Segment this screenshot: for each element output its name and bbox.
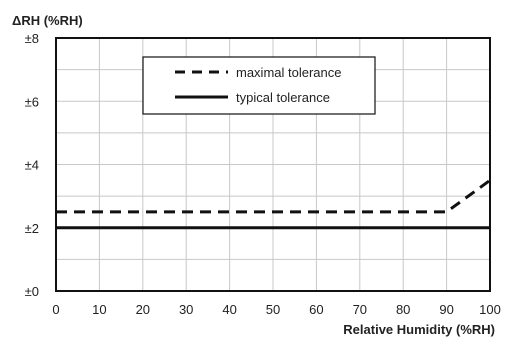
y-axis-title: ΔRH (%RH) <box>12 13 83 28</box>
x-tick-label: 100 <box>479 302 501 317</box>
x-tick-label: 40 <box>222 302 236 317</box>
x-axis-title: Relative Humidity (%RH) <box>343 322 495 337</box>
legend-label-typical: typical tolerance <box>236 90 330 105</box>
legend-box <box>142 56 376 115</box>
x-tick-label: 80 <box>396 302 410 317</box>
series-layer <box>56 179 491 230</box>
series-line-maximal-tolerance <box>56 179 491 214</box>
x-tick-label: 70 <box>353 302 367 317</box>
legend: maximal tolerance typical tolerance <box>142 56 376 115</box>
x-tick-label: 0 <box>52 302 59 317</box>
y-tick-label: ±2 <box>25 221 39 236</box>
x-tick-label: 30 <box>179 302 193 317</box>
y-tick-label: ±8 <box>25 31 39 46</box>
legend-label-maximal: maximal tolerance <box>236 65 342 80</box>
y-tick-label: ±4 <box>25 158 39 173</box>
y-tick-label: ±0 <box>25 284 39 299</box>
x-tick-label: 10 <box>92 302 106 317</box>
x-tick-label: 20 <box>136 302 150 317</box>
x-tick-labels: 0 10 20 30 40 50 60 70 80 90 100 <box>52 302 500 317</box>
x-tick-label: 90 <box>439 302 453 317</box>
x-tick-label: 60 <box>309 302 323 317</box>
plot-frame <box>55 37 491 292</box>
y-tick-labels: ±0 ±2 ±4 ±6 ±8 <box>25 31 39 299</box>
y-tick-label: ±6 <box>25 94 39 109</box>
x-tick-label: 50 <box>266 302 280 317</box>
